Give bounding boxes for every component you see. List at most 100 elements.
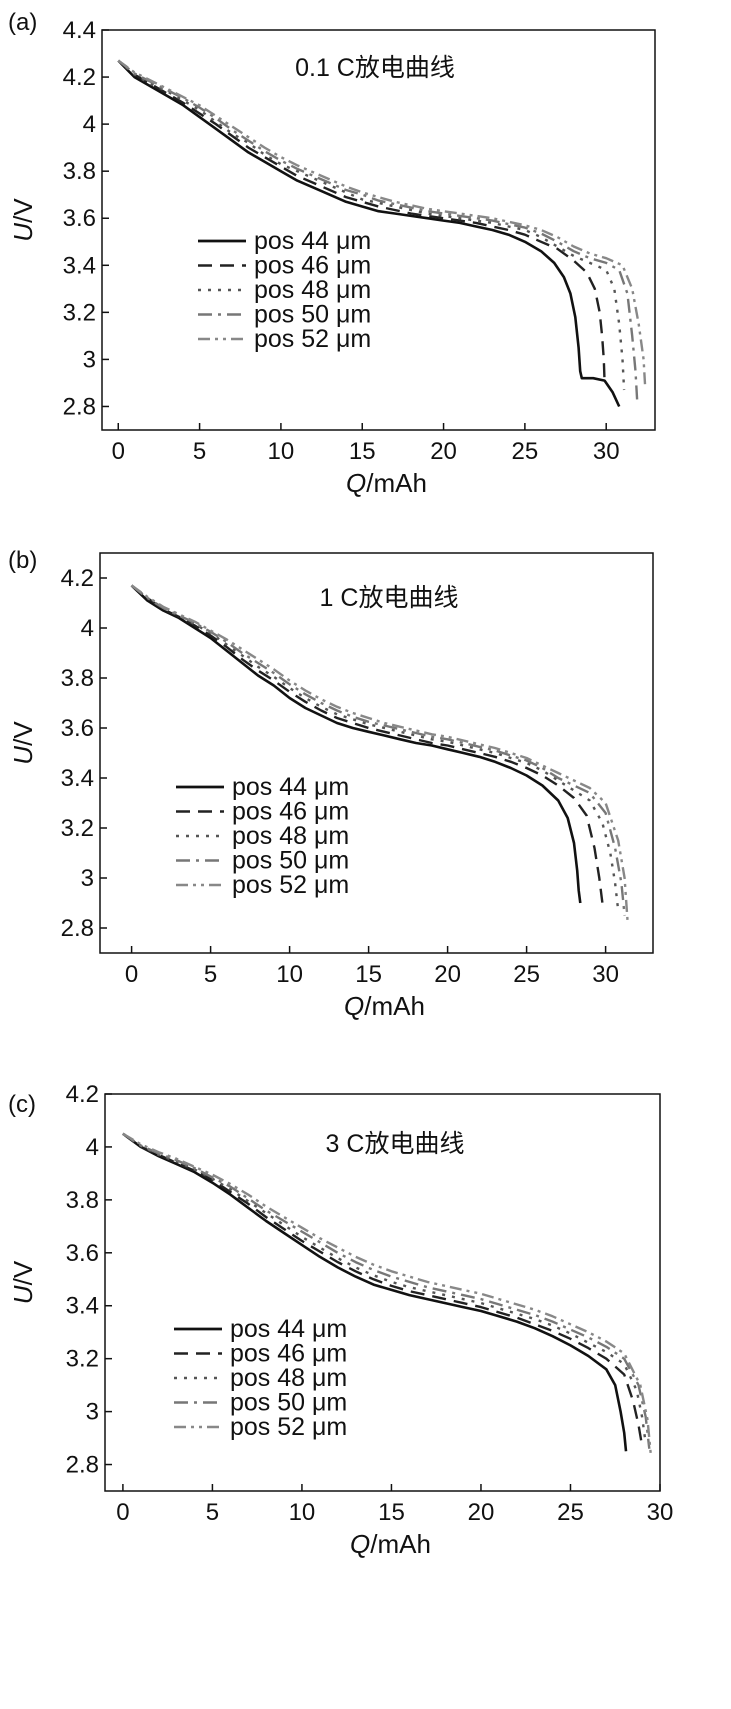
x-tick-label: 15 [355, 961, 382, 988]
x-tick-label: 30 [593, 438, 620, 465]
y-tick-label: 3.2 [63, 299, 96, 326]
legend-label: pos 48 μm [254, 276, 371, 304]
y-tick-label: 4.2 [61, 565, 94, 592]
series-line-1 [117, 59, 621, 408]
x-tick-label: 30 [592, 961, 619, 988]
series-line-5 [117, 59, 647, 388]
x-axis-label: Q/mAh [350, 1529, 431, 1559]
y-tick-label: 4.2 [66, 1081, 99, 1108]
y-axis-label: U/V [8, 1260, 38, 1304]
y-tick-label: 2.8 [61, 915, 94, 942]
x-axis-label: Q/mAh [344, 991, 425, 1021]
chart-title: 1 C放电曲线 [320, 584, 459, 612]
chart-panel-2: 0 5 10 15 20 25 30 2.8 3 3.2 3.4 3.6 3.8 4 4.2 Q/mAh U/V… [8, 547, 654, 1021]
y-axis-label: U/V [8, 198, 38, 242]
chart-panel-1: 0 5 10 15 20 25 30 2.8 3 3.2 3.4 3.6 3.8 4 4.2 4.4 Q/mAh… [8, 9, 656, 498]
y-tick-label: 3.8 [63, 158, 96, 185]
series-line-4 [122, 1132, 651, 1449]
x-tick-label: 10 [268, 438, 295, 465]
y-tick-label: 3.2 [66, 1346, 99, 1373]
y-tick-label: 4 [86, 1134, 99, 1161]
x-axis-variable: Q [346, 468, 366, 498]
series-group [130, 584, 629, 924]
x-tick-label: 15 [378, 1499, 405, 1526]
chart-title: 0.1 C放电曲线 [295, 54, 455, 82]
x-tick-label: 5 [193, 438, 206, 465]
y-axis-variable: U [8, 223, 38, 242]
y-tick-label: 3.6 [66, 1240, 99, 1267]
legend-label: pos 46 μm [254, 252, 371, 280]
legend-label: pos 44 μm [254, 227, 371, 255]
x-axis-unit: /mAh [370, 1529, 431, 1559]
y-tick-label: 2.8 [66, 1452, 99, 1479]
legend-label: pos 44 μm [230, 1315, 347, 1343]
y-axis-label: U/V [8, 721, 38, 765]
panel-label: (b) [8, 547, 37, 574]
legend-label: pos 50 μm [254, 301, 371, 329]
x-tick-label: 25 [512, 438, 539, 465]
panel-label: (a) [8, 9, 37, 36]
legend-label: pos 48 μm [230, 1364, 347, 1392]
x-axis-variable: Q [350, 1529, 370, 1559]
x-tick-label: 5 [206, 1499, 219, 1526]
y-tick-label: 3.8 [66, 1187, 99, 1214]
legend-label: pos 48 μm [232, 822, 349, 850]
x-tick-label: 0 [125, 961, 138, 988]
legend-label: pos 52 μm [230, 1413, 347, 1441]
x-axis-label: Q/mAh [346, 468, 427, 498]
series-line-5 [122, 1132, 653, 1457]
y-tick-label: 2.8 [63, 393, 96, 420]
chart-panel-3: 0 5 10 15 20 25 30 2.8 3 3.2 3.4 3.6 3.8 4 4.2 Q/mAh U/V… [8, 1081, 673, 1559]
legend-label: pos 50 μm [230, 1389, 347, 1417]
x-tick-label: 10 [289, 1499, 316, 1526]
plot-frame [101, 29, 656, 431]
y-tick-label: 3.8 [61, 665, 94, 692]
series-line-1 [130, 584, 582, 904]
y-tick-label: 3 [81, 865, 94, 892]
y-tick-label: 3.2 [61, 815, 94, 842]
x-tick-label: 25 [557, 1499, 584, 1526]
plot-frame [99, 552, 654, 954]
y-axis-unit: /V [8, 721, 38, 746]
x-axis-variable: Q [344, 991, 364, 1021]
y-tick-label: 4.4 [63, 17, 96, 44]
y-tick-label: 4 [81, 615, 94, 642]
series-line-2 [122, 1132, 644, 1447]
legend-label: pos 44 μm [232, 773, 349, 801]
panel-label: (c) [8, 1091, 36, 1118]
y-axis-variable: U [8, 1285, 38, 1304]
y-tick-label: 3 [86, 1399, 99, 1426]
y-axis-unit: /V [8, 1260, 38, 1285]
y-axis-variable: U [8, 746, 38, 765]
series-line-3 [122, 1132, 647, 1444]
y-tick-label: 3.4 [61, 765, 94, 792]
legend-label: pos 46 μm [232, 798, 349, 826]
y-tick-label: 3.4 [63, 252, 96, 279]
x-tick-label: 0 [112, 438, 125, 465]
x-tick-label: 25 [513, 961, 540, 988]
legend-label: pos 46 μm [230, 1340, 347, 1368]
series-line-4 [130, 584, 626, 916]
y-tick-label: 4 [83, 111, 96, 138]
x-tick-label: 30 [647, 1499, 674, 1526]
series-group [122, 1132, 653, 1457]
x-tick-label: 20 [434, 961, 461, 988]
y-tick-label: 3.4 [66, 1293, 99, 1320]
series-line-4 [117, 59, 639, 400]
x-tick-label: 20 [430, 438, 457, 465]
y-tick-label: 3 [83, 346, 96, 373]
legend-label: pos 50 μm [232, 847, 349, 875]
y-axis-unit: /V [8, 198, 38, 223]
y-tick-label: 3.6 [63, 205, 96, 232]
plot-frame [104, 1093, 661, 1492]
series-line-5 [130, 584, 629, 924]
x-tick-label: 20 [468, 1499, 495, 1526]
series-group [117, 59, 647, 408]
series-line-2 [130, 584, 604, 904]
x-tick-label: 15 [349, 438, 376, 465]
